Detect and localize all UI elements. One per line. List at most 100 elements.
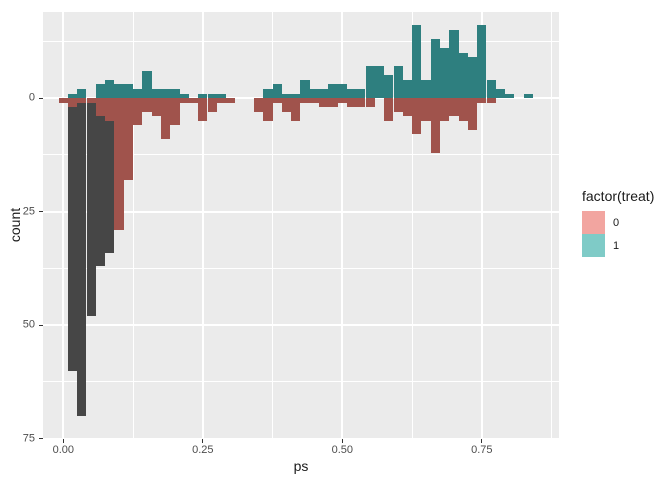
histogram-bar-treat0 (393, 98, 403, 112)
histogram-bar-treat0 (449, 98, 459, 117)
histogram-bar-treat0 (142, 98, 152, 112)
histogram-bar-treat0 (207, 98, 217, 112)
histogram-bar-treat1 (393, 66, 403, 98)
histogram-bar-treat1 (477, 25, 487, 98)
histogram-bar-treat0 (384, 98, 394, 121)
histogram-bar-treat1 (95, 84, 106, 98)
histogram-bar-treat1 (467, 57, 478, 98)
histogram-bar-treat0 (365, 98, 375, 108)
histogram-bar-treat1 (291, 93, 301, 98)
y-tick-label: 25 (22, 205, 35, 218)
histogram-bar-treat1 (133, 88, 143, 98)
histogram-bar-treat1 (300, 79, 310, 98)
y-minor-gridline (43, 381, 559, 383)
histogram-bar-treat1 (170, 88, 180, 98)
histogram-bar-treat1 (449, 29, 459, 98)
histogram-bar-treat0 (291, 98, 301, 121)
legend-label-treat1: 1 (613, 239, 620, 252)
histogram-bar-treat0 (337, 98, 347, 103)
histogram-bar-treat0 (421, 98, 431, 121)
legend: factor(treat) 0 1 (582, 188, 654, 257)
histogram-bar-treat1 (384, 75, 394, 98)
x-tick-mark (202, 439, 204, 443)
x-axis-title: ps (293, 458, 309, 474)
x-major-gridline (201, 12, 204, 439)
x-minor-gridline (272, 12, 274, 439)
histogram-bar-treat0 (300, 98, 310, 103)
histogram-bar-treat1 (319, 88, 329, 98)
histogram-bar-treat1 (356, 88, 366, 98)
y-major-gridline (43, 437, 559, 439)
histogram-bar-treat0 (68, 98, 78, 108)
histogram-bar-treat1 (439, 48, 450, 98)
x-minor-gridline (132, 12, 134, 439)
y-minor-gridline (43, 267, 559, 269)
histogram-bar-treat1 (216, 93, 226, 98)
histogram-bar-treat1 (458, 52, 468, 98)
histogram-bar-treat1 (328, 84, 338, 98)
legend-swatch-treat1-icon (582, 234, 605, 257)
x-tick-mark (341, 439, 343, 443)
x-major-gridline (341, 12, 344, 439)
y-tick-mark (39, 438, 43, 440)
histogram-bar-treat0 (188, 98, 199, 103)
histogram-bar-treat1 (430, 38, 440, 98)
histogram-bar-treat0 (198, 98, 208, 121)
x-minor-gridline (551, 12, 553, 439)
y-tick-label: 0 (28, 91, 35, 104)
histogram-bar-treat0 (412, 98, 422, 135)
y-major-gridline (43, 210, 559, 213)
histogram-bar-dark (68, 98, 78, 371)
histogram-bar-treat1 (272, 84, 282, 98)
histogram-bar-dark (95, 98, 106, 267)
histogram-bar-treat1 (151, 88, 161, 98)
x-tick-label: 0.00 (52, 444, 75, 456)
histogram-bar-treat0 (467, 98, 478, 130)
x-tick-mark (481, 439, 483, 443)
histogram-bar-treat1 (347, 88, 357, 98)
histogram-bar-treat1 (523, 93, 533, 98)
x-tick-mark (62, 439, 64, 443)
histogram-bar-treat0 (272, 98, 282, 103)
histogram-bar-treat0 (58, 98, 68, 103)
histogram-bar-treat0 (263, 98, 273, 121)
x-tick-label: 0.75 (471, 444, 493, 456)
histogram-bar-treat0 (281, 98, 292, 112)
histogram-bar-treat1 (495, 88, 505, 98)
histogram-bar-treat0 (309, 98, 320, 103)
histogram-bar-treat0 (95, 98, 106, 117)
histogram-bar-treat1 (263, 88, 273, 98)
legend-swatch-treat0-icon (582, 211, 605, 234)
legend-item-treat0: 0 (582, 211, 654, 234)
histogram-bar-treat1 (309, 88, 320, 98)
histogram-bar-treat1 (160, 88, 171, 98)
histogram-bar-treat1 (105, 79, 115, 98)
x-minor-gridline (411, 12, 413, 439)
histogram-bar-treat1 (412, 25, 422, 98)
histogram-bar-treat0 (347, 98, 357, 108)
histogram-bar-treat0 (105, 98, 115, 121)
legend-label-treat0: 0 (613, 216, 620, 229)
y-tick-mark (39, 324, 43, 326)
histogram-bar-treat0 (133, 98, 143, 126)
histogram-bar-treat0 (86, 98, 96, 103)
histogram-bar-treat0 (319, 98, 329, 108)
y-tick-mark (39, 211, 43, 213)
histogram-bar-dark (86, 98, 96, 317)
histogram-bar-dark (77, 98, 87, 416)
histogram-bar-treat0 (458, 98, 468, 121)
histogram-bar-treat1 (421, 79, 431, 98)
legend-item-treat1: 1 (582, 234, 654, 257)
histogram-bar-treat1 (114, 84, 124, 98)
histogram-bar-treat0 (356, 98, 366, 108)
histogram-bar-treat0 (477, 98, 487, 103)
x-tick-label: 0.25 (192, 444, 214, 456)
y-major-gridline (43, 324, 559, 327)
y-minor-gridline (43, 154, 559, 156)
histogram-bar-treat0 (160, 98, 171, 139)
histogram-bar-treat1 (142, 70, 152, 98)
x-major-gridline (480, 12, 483, 439)
histogram-bar-treat1 (77, 88, 87, 98)
histogram-bar-treat1 (337, 84, 347, 98)
